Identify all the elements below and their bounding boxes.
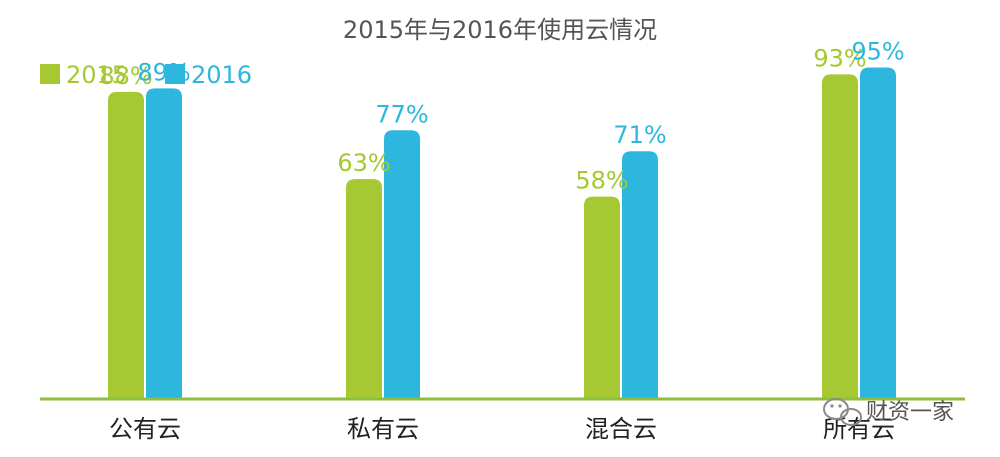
category-label-2: 混合云 — [585, 415, 657, 443]
watermark-text: 财资一家 — [866, 400, 954, 425]
value-label-2016-1: 77% — [375, 100, 428, 128]
bar-2015-0 — [108, 91, 144, 399]
value-label-2016-0: 89% — [137, 58, 190, 86]
value-label-2015-2: 58% — [575, 167, 628, 195]
bar-2016-2 — [622, 151, 658, 399]
category-label-1: 私有云 — [347, 415, 419, 443]
bar-2015-2 — [584, 196, 620, 399]
watermark: 财资一家 — [823, 398, 954, 426]
bar-2015-1 — [346, 179, 382, 399]
value-label-2015-0: 88% — [99, 62, 152, 90]
value-label-2015-1: 63% — [337, 149, 390, 177]
legend-swatch-2016 — [165, 64, 185, 84]
chart-title: 2015年与2016年使用云情况 — [343, 16, 657, 44]
value-label-2016-3: 95% — [851, 37, 904, 65]
bar-2016-1 — [384, 130, 420, 399]
category-labels: 公有云 私有云 混合云 所有云 — [109, 415, 895, 443]
bars — [108, 67, 896, 400]
value-label-2016-2: 71% — [613, 121, 666, 149]
legend-label-2016: 2016 — [191, 61, 252, 89]
bar-2016-3 — [860, 67, 896, 399]
wechat-icon — [823, 398, 862, 426]
value-labels: 88%89% 63% 77% 58% 71% 93%95% — [99, 37, 904, 194]
bar-2015-3 — [822, 74, 858, 400]
bar-2016-0 — [146, 88, 182, 399]
legend: 2015 2016 — [40, 61, 252, 89]
legend-swatch-2015 — [40, 64, 60, 84]
value-label-2015-3: 93% — [813, 44, 866, 72]
category-label-0: 公有云 — [109, 415, 181, 443]
legend-label-2015: 2015 — [66, 61, 127, 89]
